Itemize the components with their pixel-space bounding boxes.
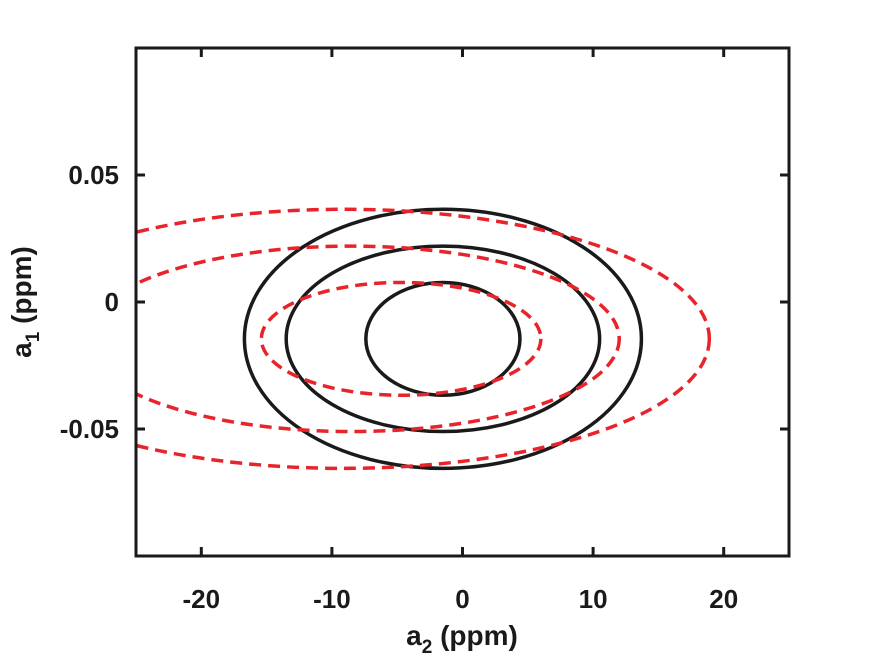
x-tick-label: -10 — [313, 584, 351, 614]
y-tick-label: -0.05 — [60, 414, 119, 444]
axis-ticks: -20 -10 0 10 20 -0.05 0 0.05 — [60, 48, 789, 614]
contour-lines — [136, 207, 711, 471]
y-axis-label: a1 (ppm) — [6, 246, 44, 358]
x-tick-label: 10 — [579, 584, 608, 614]
y-tick-label: 0 — [105, 287, 119, 317]
solid-contour-2 — [284, 244, 602, 434]
plot-frame — [134, 46, 791, 558]
dashed-contour-2 — [136, 244, 621, 434]
x-axis-label: a2 (ppm) — [406, 620, 518, 654]
solid-contour-1 — [364, 280, 522, 397]
x-tick-label: 20 — [709, 584, 738, 614]
x-tick-label: 0 — [455, 584, 469, 614]
solid-contour-3 — [242, 207, 644, 471]
dashed-contour-3 — [136, 207, 711, 471]
x-tick-label: -20 — [183, 584, 221, 614]
dashed-contour-1 — [259, 280, 543, 397]
y-tick-label: 0.05 — [68, 160, 119, 190]
